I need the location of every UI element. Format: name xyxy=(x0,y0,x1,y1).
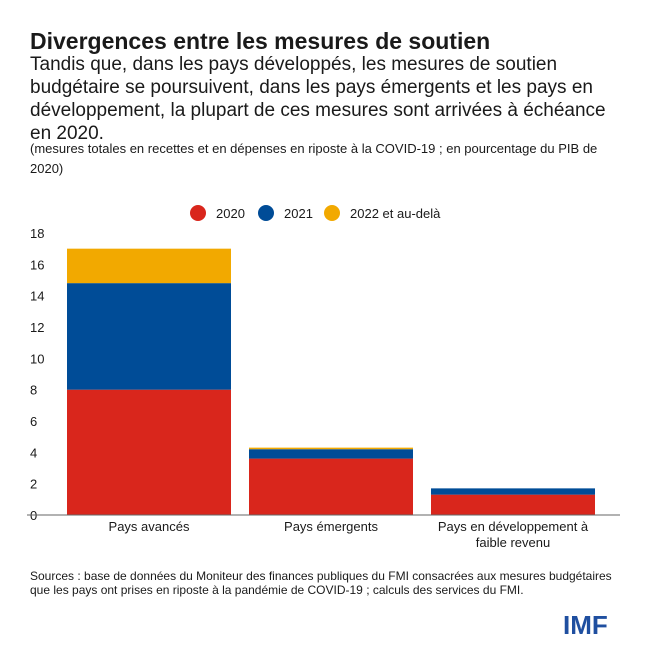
imf-logo: IMF xyxy=(563,610,608,640)
x-tick-label-line: Pays en développement à xyxy=(438,519,589,534)
x-tick-label: Pays avancés xyxy=(109,519,190,534)
y-tick-label: 4 xyxy=(30,445,37,460)
y-tick-label: 10 xyxy=(30,351,44,366)
y-tick-label: 12 xyxy=(30,320,44,335)
y-tick-label: 6 xyxy=(30,414,37,429)
legend-swatch-2020 xyxy=(190,205,206,221)
x-tick-label: Pays en développement à faible revenu xyxy=(438,519,589,550)
bar-segment-2020 xyxy=(249,458,413,515)
legend-label-2020: 2020 xyxy=(216,205,245,221)
bar-segment-2021 xyxy=(249,449,413,459)
x-tick-label-line: faible revenu xyxy=(476,535,550,550)
y-tick-label: 8 xyxy=(30,383,37,398)
bar-segment-2022-et-au-delà xyxy=(67,248,231,284)
x-tick-label-line: Pays émergents xyxy=(284,519,378,534)
legend-item-2021: 2021 xyxy=(258,203,313,223)
y-tick-label: 16 xyxy=(30,257,44,272)
legend-label-2022-et-au-dela: 2022 et au-delà xyxy=(350,205,441,221)
y-tick-label: 2 xyxy=(30,477,37,492)
source-note: Sources : base de données du Moniteur de… xyxy=(30,569,612,597)
bar-segment-2020 xyxy=(67,389,231,515)
legend-swatch-2022-et-au-dela xyxy=(324,205,340,221)
bar-segment-2022-et-au-delà xyxy=(249,447,413,450)
chart-subtitle: Tandis que, dans les pays développés, le… xyxy=(30,54,606,144)
legend-label-2021: 2021 xyxy=(284,205,313,221)
x-tick-label-line: Pays avancés xyxy=(109,519,190,534)
y-tick-label: 14 xyxy=(30,289,44,304)
legend-swatch-2021 xyxy=(258,205,274,221)
y-tick-label: 18 xyxy=(30,226,44,241)
chart-unit-note: (mesures totales en recettes et en dépen… xyxy=(30,141,598,176)
bar-segment-2020 xyxy=(431,494,595,515)
bar-segment-2021 xyxy=(67,283,231,390)
x-tick-label: Pays émergents xyxy=(284,519,378,534)
bar-segment-2021 xyxy=(431,488,595,495)
chart-legend: 2020 2021 2022 et au-delà xyxy=(0,203,650,223)
legend-item-2022-et-au-dela: 2022 et au-delà xyxy=(324,203,440,223)
legend-item-2020: 2020 xyxy=(190,203,245,223)
chart-title: Divergences entre les mesures de soutien xyxy=(30,28,491,54)
